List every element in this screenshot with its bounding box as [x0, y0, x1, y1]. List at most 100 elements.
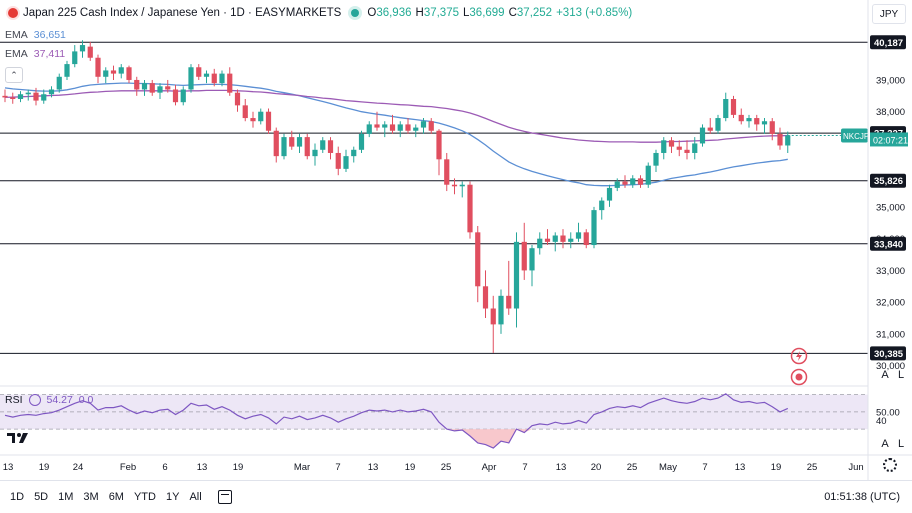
- candle: [211, 68, 217, 87]
- bottom-toolbar: 1D 5D 1M 3M 6M YTD 1Y All 01:51:38 (UTC): [0, 480, 912, 513]
- candle: [513, 232, 520, 328]
- candle: [79, 40, 86, 58]
- candle: [242, 99, 248, 122]
- candle: [498, 289, 504, 334]
- level-price-tag: [870, 236, 906, 251]
- candle: [227, 67, 233, 96]
- price-axis[interactable]: 39,00038,00035,00034,00033,00032,00031,0…: [787, 35, 908, 427]
- candle: [188, 64, 194, 93]
- candle: [366, 121, 372, 138]
- candle: [56, 73, 62, 93]
- countdown-tag-bg: [870, 132, 908, 147]
- time-tick-label: 7: [335, 462, 340, 473]
- candle: [219, 70, 225, 87]
- time-tick-label: 13: [3, 462, 14, 473]
- candle-body: [382, 124, 388, 128]
- candle: [475, 225, 481, 303]
- candle: [48, 86, 55, 98]
- candle-body: [250, 118, 256, 122]
- horizontal-levels: [0, 41, 868, 354]
- candle-body: [699, 127, 706, 144]
- candle: [544, 229, 551, 246]
- rsi-settings-icon[interactable]: [28, 394, 41, 406]
- close-label: C: [508, 7, 517, 19]
- range-6m-button[interactable]: 6M: [108, 491, 124, 503]
- candle-body: [10, 97, 16, 100]
- candle-body: [335, 152, 341, 169]
- time-axis[interactable]: 13 19 24 Feb 6 13 19 Mar 7 13 19 25 Apr 7 13 20 25 May 7 13…: [3, 462, 864, 473]
- candle-body: [203, 73, 210, 77]
- candle: [614, 178, 620, 192]
- candle-body: [420, 121, 427, 128]
- time-tick-label: 25: [627, 462, 638, 473]
- symbol-flag-icon: [8, 8, 18, 18]
- candle: [692, 137, 698, 160]
- range-all-button[interactable]: All: [189, 491, 202, 503]
- candle: [785, 131, 791, 154]
- candle-body: [196, 67, 202, 77]
- currency-button[interactable]: JPY: [872, 4, 906, 24]
- candle: [552, 232, 558, 252]
- range-5d-button[interactable]: 5D: [34, 491, 49, 503]
- utc-clock[interactable]: 01:51:38 (UTC): [824, 491, 900, 503]
- candle: [203, 70, 210, 84]
- candle: [149, 79, 155, 96]
- candle: [358, 130, 365, 153]
- candle-body: [126, 67, 132, 80]
- candle-body: [413, 127, 419, 131]
- candle-body: [296, 137, 303, 147]
- candle: [661, 137, 667, 160]
- candle-body: [320, 140, 326, 150]
- candle-body: [110, 70, 117, 74]
- ema1-legend[interactable]: EMA 36,651: [5, 29, 66, 41]
- level-price-tag: [870, 35, 906, 50]
- range-1y-button[interactable]: 1Y: [165, 491, 180, 503]
- candle: [141, 79, 148, 96]
- rsi-params: 0 0: [78, 394, 94, 406]
- range-1m-button[interactable]: 1M: [58, 491, 74, 503]
- ema2-legend[interactable]: EMA 37,411: [5, 48, 65, 60]
- candle-body: [583, 232, 589, 246]
- candle-body: [304, 137, 310, 157]
- auto-scale-button[interactable]: A: [881, 369, 889, 381]
- candle-body: [118, 67, 124, 74]
- range-1d-button[interactable]: 1D: [10, 491, 25, 503]
- calendar-icon[interactable]: [217, 490, 232, 504]
- candle-body: [475, 232, 481, 287]
- candle-body: [405, 124, 411, 131]
- candle: [637, 175, 644, 188]
- rsi-value: 54.27: [46, 394, 73, 406]
- record-event-icon[interactable]: [790, 368, 808, 386]
- high-value: 37,375: [423, 7, 459, 19]
- rsi-log-scale-button[interactable]: L: [897, 438, 905, 450]
- range-ytd-button[interactable]: YTD: [133, 491, 156, 503]
- ema1-value: 36,651: [33, 29, 66, 41]
- candle-body: [397, 124, 403, 131]
- gear-icon[interactable]: [883, 458, 897, 472]
- symbol-title[interactable]: Japan 225 Cash Index / Japanese Yen · 1D…: [23, 7, 342, 19]
- candle: [327, 137, 334, 160]
- collapse-legend-chevron-icon[interactable]: ⌃: [5, 67, 23, 83]
- candle: [467, 181, 473, 239]
- candle: [653, 149, 659, 173]
- time-tick-label: Jun: [848, 462, 863, 473]
- candle-body: [575, 232, 582, 239]
- range-3m-button[interactable]: 3M: [83, 491, 99, 503]
- candle: [374, 111, 380, 131]
- rsi-legend[interactable]: RSI 54.27 0 0: [5, 394, 93, 406]
- time-tick-label: 25: [441, 462, 452, 473]
- time-tick-label: 25: [807, 462, 818, 473]
- rsi-auto-scale-button[interactable]: A: [881, 438, 889, 450]
- lightning-alert-icon[interactable]: [790, 347, 808, 365]
- candle: [444, 152, 450, 192]
- candle: [769, 118, 775, 141]
- price-tick-label: 33,000: [876, 266, 905, 277]
- candle-body: [614, 181, 620, 188]
- candle: [730, 95, 737, 119]
- candle-body: [281, 137, 287, 157]
- candle-body: [622, 181, 628, 185]
- candle: [41, 89, 47, 104]
- change-value: +313 (+0.85%): [556, 7, 633, 19]
- log-scale-button[interactable]: L: [897, 369, 905, 381]
